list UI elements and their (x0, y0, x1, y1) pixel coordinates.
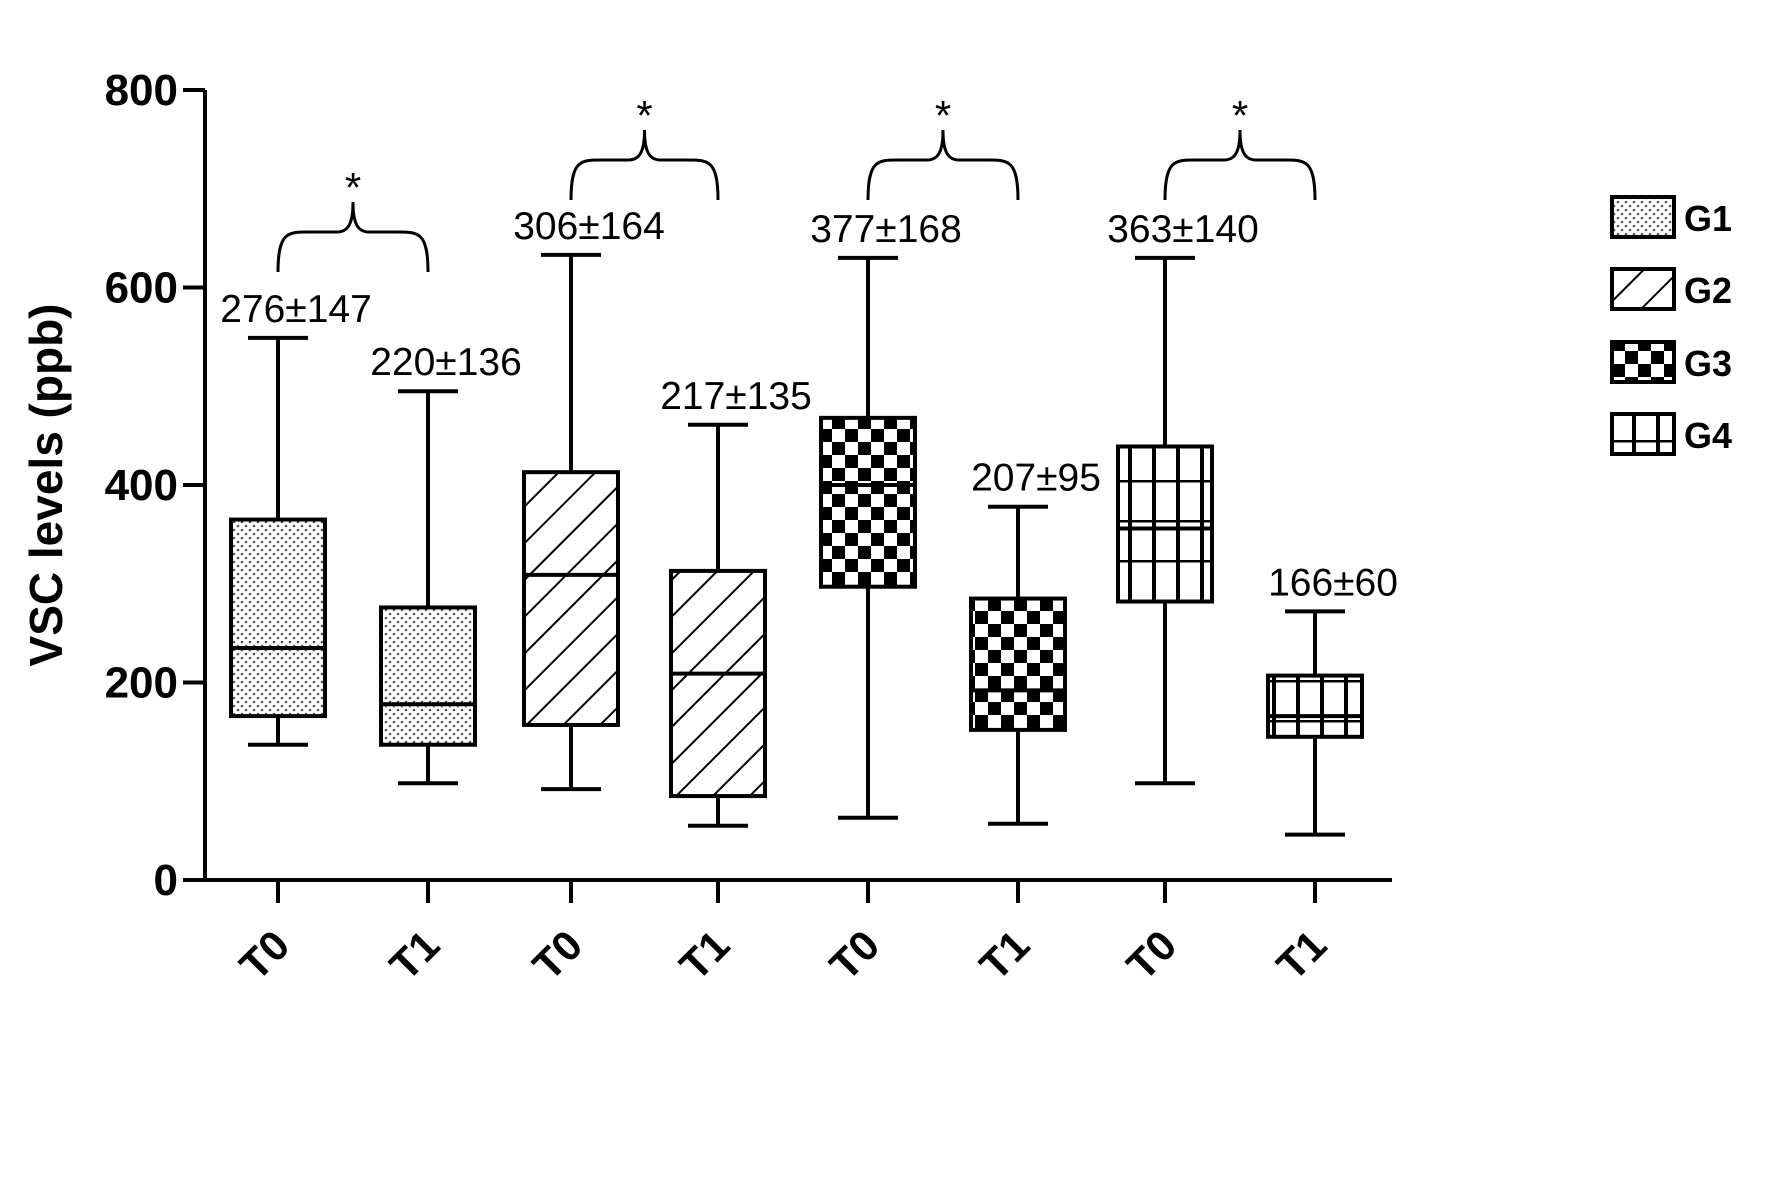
x-tick-label: T1 (1267, 921, 1335, 989)
x-tick-label: T1 (970, 921, 1038, 989)
significance-star: * (345, 164, 361, 211)
box-iqr (819, 415, 917, 589)
box-g2-t0: 306±164 (513, 205, 665, 792)
bracket-g4: * (1163, 92, 1317, 201)
legend-label: G2 (1684, 270, 1732, 311)
box-iqr (1116, 444, 1214, 604)
bracket-path (276, 201, 430, 273)
bracket-g2: * (569, 92, 720, 201)
box-value-label: 166±60 (1268, 561, 1398, 604)
box-g3-t1: 207±95 (969, 457, 1101, 826)
significance-brackets: * * * * (276, 92, 1317, 273)
legend-label: G1 (1684, 198, 1732, 239)
x-ticks: T0 T1 T0 T1 T0 T1 T0 T1 (230, 880, 1335, 989)
y-tick-label: 200 (105, 659, 178, 708)
box-g2-t1: 217±135 (660, 375, 812, 828)
x-tick-label: T0 (230, 921, 298, 989)
legend: G1 G2 G3 G4 (1610, 195, 1732, 456)
x-tick-label: T0 (523, 921, 591, 989)
y-tick-label: 600 (105, 264, 178, 313)
legend-label: G4 (1684, 415, 1732, 456)
box-value-label: 276±147 (220, 288, 372, 331)
bracket-path (569, 129, 720, 201)
legend-swatch (1610, 195, 1676, 239)
box-g3-t0: 377±168 (810, 208, 962, 820)
significance-star: * (935, 92, 951, 139)
box-g1-t0: 276±147 (220, 288, 372, 747)
box-value-label: 217±135 (660, 375, 812, 418)
box-iqr (522, 470, 620, 727)
y-tick-label: 0 (154, 856, 178, 905)
legend-item-g2: G2 (1610, 267, 1732, 311)
box-iqr (229, 517, 327, 719)
bracket-g1: * (276, 164, 430, 273)
bracket-path (1163, 129, 1317, 201)
significance-star: * (1232, 92, 1248, 139)
bracket-g3: * (866, 92, 1020, 201)
x-tick-label: T1 (670, 921, 738, 989)
box-g4-t1: 166±60 (1266, 561, 1398, 837)
box-value-label: 207±95 (971, 457, 1101, 500)
legend-item-g4: G4 (1610, 412, 1732, 456)
box-iqr (969, 596, 1067, 732)
y-tick-label: 400 (105, 461, 178, 510)
legend-swatch (1610, 340, 1676, 384)
y-axis-label: VSC levels (ppb) (20, 304, 72, 667)
legend-item-g1: G1 (1610, 195, 1732, 239)
legend-label: G3 (1684, 343, 1732, 384)
x-tick-label: T0 (820, 921, 888, 989)
x-tick-label: T0 (1117, 921, 1185, 989)
box-value-label: 377±168 (810, 208, 962, 251)
boxes: 276±147 220±136 306±164 217±135 377±168 207±9… (220, 205, 1398, 837)
y-ticks: 0 200 400 600 800 (105, 66, 205, 905)
box-iqr (669, 568, 767, 799)
bracket-path (866, 129, 1020, 201)
box-value-label: 363±140 (1107, 208, 1259, 251)
significance-star: * (636, 92, 652, 139)
y-tick-label: 800 (105, 66, 178, 115)
legend-swatch (1610, 267, 1676, 311)
box-g1-t1: 220±136 (370, 341, 522, 786)
box-value-label: 220±136 (370, 341, 522, 384)
box-value-label: 306±164 (513, 205, 665, 248)
box-iqr (1266, 673, 1364, 739)
legend-item-g3: G3 (1610, 340, 1732, 384)
x-tick-label: T1 (380, 921, 448, 989)
legend-swatch (1610, 412, 1676, 456)
box-g4-t0: 363±140 (1107, 208, 1259, 786)
box-iqr (379, 605, 477, 747)
